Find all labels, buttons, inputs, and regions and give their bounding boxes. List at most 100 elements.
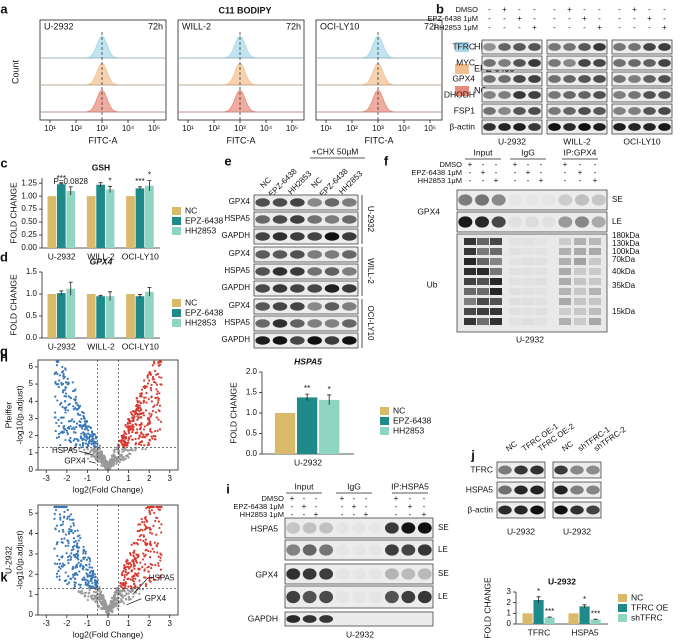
- gene-point: [75, 408, 78, 411]
- gene-point: [54, 528, 57, 531]
- marker-label: 40kDa: [612, 267, 636, 276]
- bar: [145, 185, 154, 248]
- band: [483, 43, 496, 51]
- gene-point: [139, 392, 142, 395]
- gene-point: [53, 416, 56, 419]
- legend-label: EPZ-6438: [393, 415, 432, 425]
- panel-letter: i: [226, 481, 230, 496]
- smear: [589, 318, 601, 325]
- panel-letter: k: [0, 569, 8, 584]
- gene-point: [83, 556, 87, 559]
- band: [417, 568, 432, 580]
- gene-point: [150, 395, 153, 398]
- band: [272, 319, 288, 328]
- band: [324, 267, 340, 276]
- sign: +: [513, 160, 518, 169]
- gene-point: [151, 410, 155, 413]
- x-tick-label: -2: [63, 619, 71, 628]
- gene-point: [55, 575, 58, 578]
- y-tick-label: 1.5: [26, 267, 38, 276]
- sign: +: [563, 160, 568, 169]
- gene-point: [62, 505, 65, 509]
- gene-point: [150, 532, 154, 535]
- gene-point: [98, 444, 102, 447]
- protein-label: MYC: [456, 57, 475, 67]
- sign: -: [469, 176, 472, 185]
- gene-point: [55, 421, 58, 425]
- smear: [559, 308, 571, 315]
- band: [336, 522, 350, 533]
- gene-point: [158, 392, 161, 395]
- gene-point: [132, 558, 135, 562]
- smear: [574, 298, 586, 305]
- gene-point: [115, 461, 118, 464]
- band: [514, 485, 528, 495]
- x-tick-label: OCI-LY10: [122, 341, 159, 351]
- blot: [546, 119, 608, 135]
- gene-point: [96, 457, 99, 460]
- smear: [574, 318, 586, 325]
- band: [290, 284, 305, 293]
- gene-point: [127, 577, 130, 580]
- gene-point: [155, 388, 158, 391]
- bar: [96, 296, 105, 338]
- treatment-label: DMSO: [456, 5, 479, 14]
- gene-point: [103, 602, 106, 605]
- blot: [611, 39, 673, 55]
- sign: -: [518, 5, 521, 14]
- gene-point: [126, 443, 129, 446]
- band: [336, 591, 350, 603]
- gene-point: [89, 560, 92, 563]
- band: [548, 123, 561, 131]
- gene-point: [118, 439, 121, 443]
- band: [272, 198, 288, 207]
- sign: -: [594, 160, 597, 169]
- gene-point: [138, 523, 142, 526]
- band: [483, 123, 496, 131]
- section-label: IP:GPX4: [563, 147, 596, 157]
- sign: -: [315, 494, 318, 503]
- gene-point: [134, 585, 137, 589]
- callout-line: [78, 450, 92, 455]
- band: [613, 91, 626, 99]
- sign: -: [365, 502, 368, 511]
- sign: +: [352, 502, 357, 511]
- band: [491, 194, 506, 206]
- band: [342, 267, 357, 276]
- gene-point: [123, 574, 126, 577]
- band: [498, 123, 511, 131]
- gene-point: [57, 435, 60, 438]
- band: [575, 194, 589, 206]
- gene-point: [127, 456, 130, 459]
- gene-point: [112, 449, 115, 452]
- gene-point: [138, 535, 141, 538]
- gene-point: [53, 372, 56, 376]
- bar: [66, 190, 76, 248]
- gene-point: [79, 435, 82, 438]
- gene-point: [118, 453, 121, 456]
- gene-point: [82, 548, 85, 551]
- band: [384, 544, 399, 556]
- band: [342, 215, 357, 224]
- band: [342, 302, 357, 311]
- gene-point: [71, 418, 74, 421]
- legend-label: TFRC OE: [631, 602, 669, 612]
- bar: [96, 184, 105, 248]
- sign: -: [527, 176, 530, 185]
- error-bar: [547, 616, 552, 618]
- blot: [546, 87, 608, 103]
- gene-point: [67, 581, 71, 584]
- sign: -: [495, 168, 498, 177]
- legend-swatch: [172, 207, 181, 215]
- smear: [522, 298, 534, 305]
- gene-point: [138, 441, 141, 444]
- smear: [509, 308, 521, 315]
- gene-point: [69, 577, 72, 580]
- band: [272, 250, 288, 259]
- legend-label: EPZ-6438: [185, 307, 224, 317]
- band: [563, 75, 576, 83]
- gene-point: [75, 572, 78, 575]
- gene-point: [67, 561, 70, 565]
- gene-point: [126, 422, 129, 425]
- smear: [509, 278, 521, 285]
